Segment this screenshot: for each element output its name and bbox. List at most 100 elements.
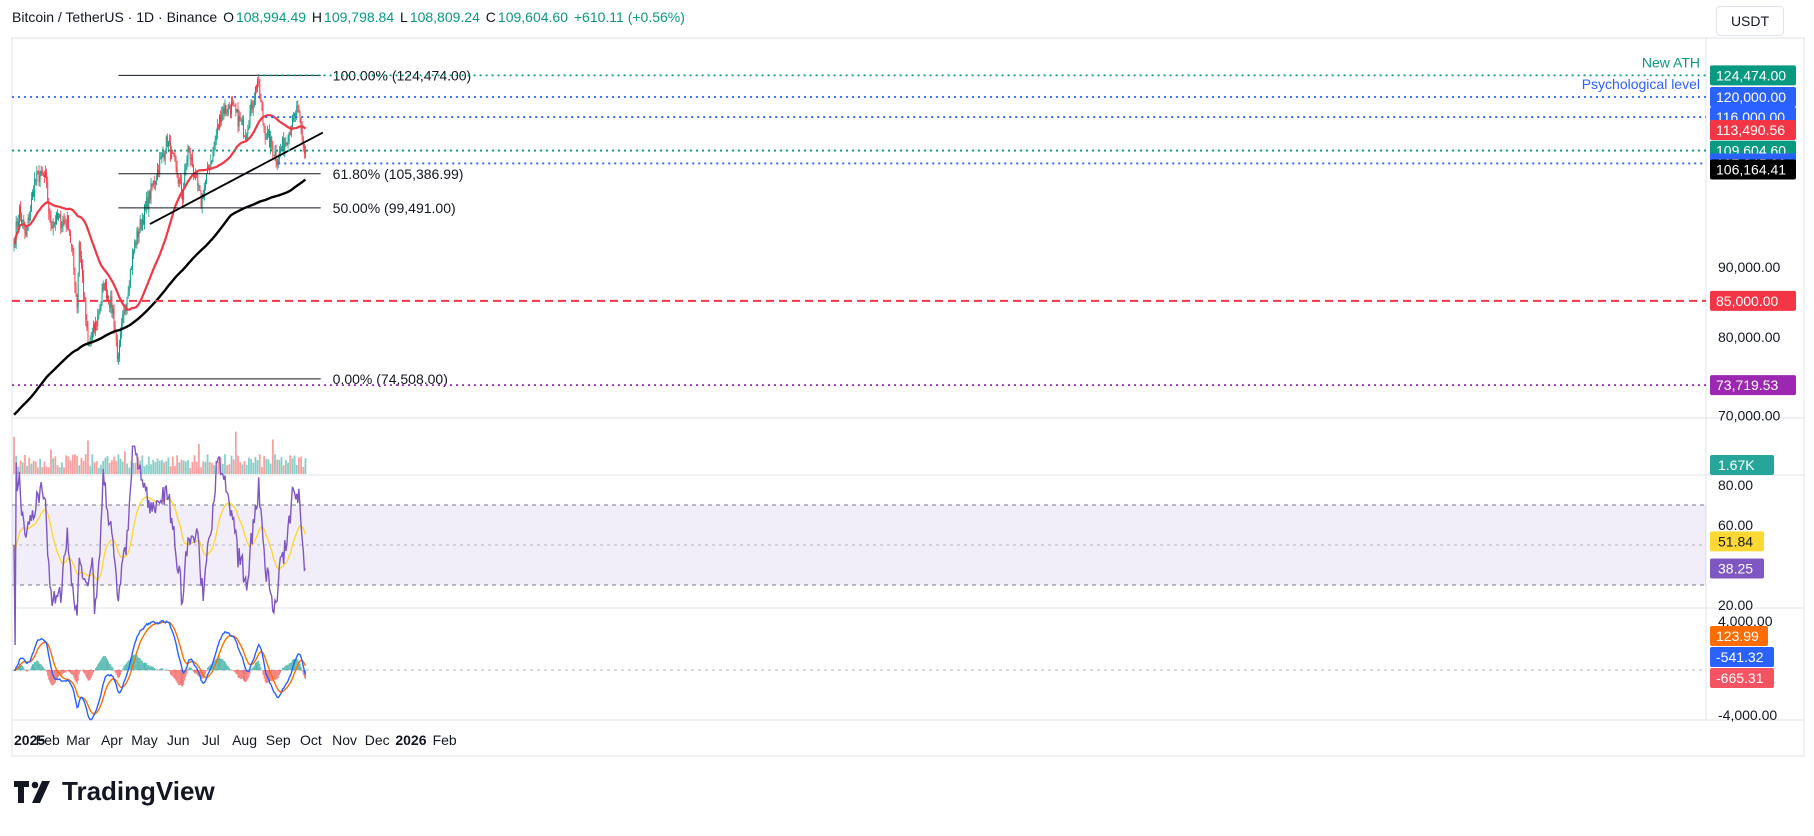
candle-body: [251, 101, 252, 112]
candle-body: [289, 132, 290, 141]
candle-body: [229, 106, 230, 109]
price-axis-tag-value: 124,474.00: [1716, 67, 1786, 83]
price-axis-tick: 90,000.00: [1718, 259, 1780, 275]
volume-bar: [200, 467, 202, 474]
macd-histogram-bar: [106, 658, 107, 670]
candle-body: [98, 313, 99, 315]
brand-name: TradingView: [62, 776, 215, 807]
volume-bar: [118, 454, 120, 474]
macd-tag-value: -665.31: [1716, 670, 1764, 686]
macd-histogram-bar: [89, 670, 90, 681]
candle-body: [140, 220, 141, 231]
volume-bar: [274, 454, 276, 474]
volume-bar: [198, 444, 200, 474]
candle-body: [221, 113, 222, 122]
macd-histogram-bar: [235, 670, 236, 674]
volume-bar: [28, 458, 30, 474]
candle-body: [178, 177, 179, 183]
volume-bar: [24, 455, 26, 474]
volume-bar: [268, 459, 270, 474]
macd-histogram-bar: [74, 670, 75, 680]
price-axis-tick: 80,000.00: [1718, 329, 1780, 345]
candle-body: [197, 176, 198, 186]
volume-bar: [294, 455, 296, 474]
rsi-signal-tag-value: 51.84: [1718, 533, 1753, 549]
macd-histogram-bar: [32, 664, 33, 670]
macd-histogram-bar: [97, 664, 98, 670]
candle-body: [293, 115, 294, 116]
volume-bar: [72, 455, 74, 474]
candle-body: [248, 126, 249, 130]
candle-body: [267, 132, 268, 139]
macd-histogram-bar: [252, 668, 253, 670]
candle-body: [142, 219, 143, 230]
volume-bar: [52, 458, 54, 474]
time-axis-tick: Feb: [36, 732, 60, 748]
volume-bar: [246, 465, 248, 474]
candle-body: [186, 160, 187, 165]
candle-body: [167, 136, 168, 146]
volume-bar: [261, 467, 263, 474]
candle-body: [116, 333, 117, 340]
symbol-title[interactable]: Bitcoin / TetherUS · 1D · Binance: [12, 9, 217, 25]
macd-histogram-bar: [236, 670, 237, 675]
volume-bar: [146, 465, 148, 474]
candle-body: [213, 148, 214, 161]
macd-histogram-bar: [127, 662, 128, 670]
volume-bar: [63, 467, 65, 474]
macd-histogram-bar: [220, 659, 221, 671]
macd-histogram-bar: [302, 670, 303, 671]
candle-body: [117, 339, 118, 358]
time-axis-tick: Feb: [433, 732, 457, 748]
candle-body: [270, 137, 271, 148]
macd-histogram-bar: [70, 670, 71, 673]
macd-histogram-bar: [191, 668, 192, 671]
volume-bar: [89, 466, 91, 474]
volume-bar: [33, 461, 35, 474]
candle-body: [214, 145, 215, 149]
macd-histogram-bar: [152, 666, 153, 670]
macd-histogram-bar: [226, 663, 227, 670]
tradingview-logo[interactable]: TradingView: [14, 776, 215, 807]
volume-bar: [257, 460, 259, 474]
volume-bar: [191, 462, 193, 474]
volume-bar: [41, 467, 43, 474]
macd-histogram-bar: [95, 668, 96, 670]
currency-button[interactable]: USDT: [1716, 6, 1784, 36]
macd-histogram-bar: [37, 661, 38, 671]
ohlc-close: 109,604.60: [498, 9, 568, 25]
macd-histogram-bar: [73, 670, 74, 677]
candle-body: [231, 102, 232, 113]
macd-histogram-bar: [178, 670, 179, 685]
volume-bar: [255, 457, 257, 474]
volume-bar: [250, 459, 252, 474]
candle-body: [81, 256, 82, 266]
macd-histogram-bar: [34, 662, 35, 670]
macd-histogram-bar: [80, 670, 81, 671]
candle-body: [177, 167, 178, 177]
macd-histogram-bar: [35, 661, 36, 670]
volume-bar: [233, 459, 235, 474]
candle-body: [18, 222, 19, 226]
candle-body: [283, 137, 284, 151]
time-axis-tick: Apr: [101, 732, 123, 748]
volume-bar: [126, 464, 128, 474]
volume-bar: [209, 462, 211, 474]
macd-histogram-bar: [277, 670, 278, 679]
macd-histogram-bar: [71, 670, 72, 674]
candle-body: [244, 135, 245, 136]
candle-body: [138, 231, 139, 238]
volume-bar: [120, 459, 122, 474]
macd-signal-line: [14, 622, 305, 714]
candle-body: [277, 161, 278, 166]
candle-body: [216, 135, 217, 140]
volume-bar: [181, 460, 183, 474]
candle-body: [47, 182, 48, 202]
volume-bar: [165, 461, 167, 474]
macd-histogram-bar: [92, 670, 93, 676]
volume-bar: [237, 456, 239, 474]
candle-body: [169, 141, 170, 142]
candle-body: [97, 315, 98, 326]
volume-bar: [67, 456, 69, 474]
